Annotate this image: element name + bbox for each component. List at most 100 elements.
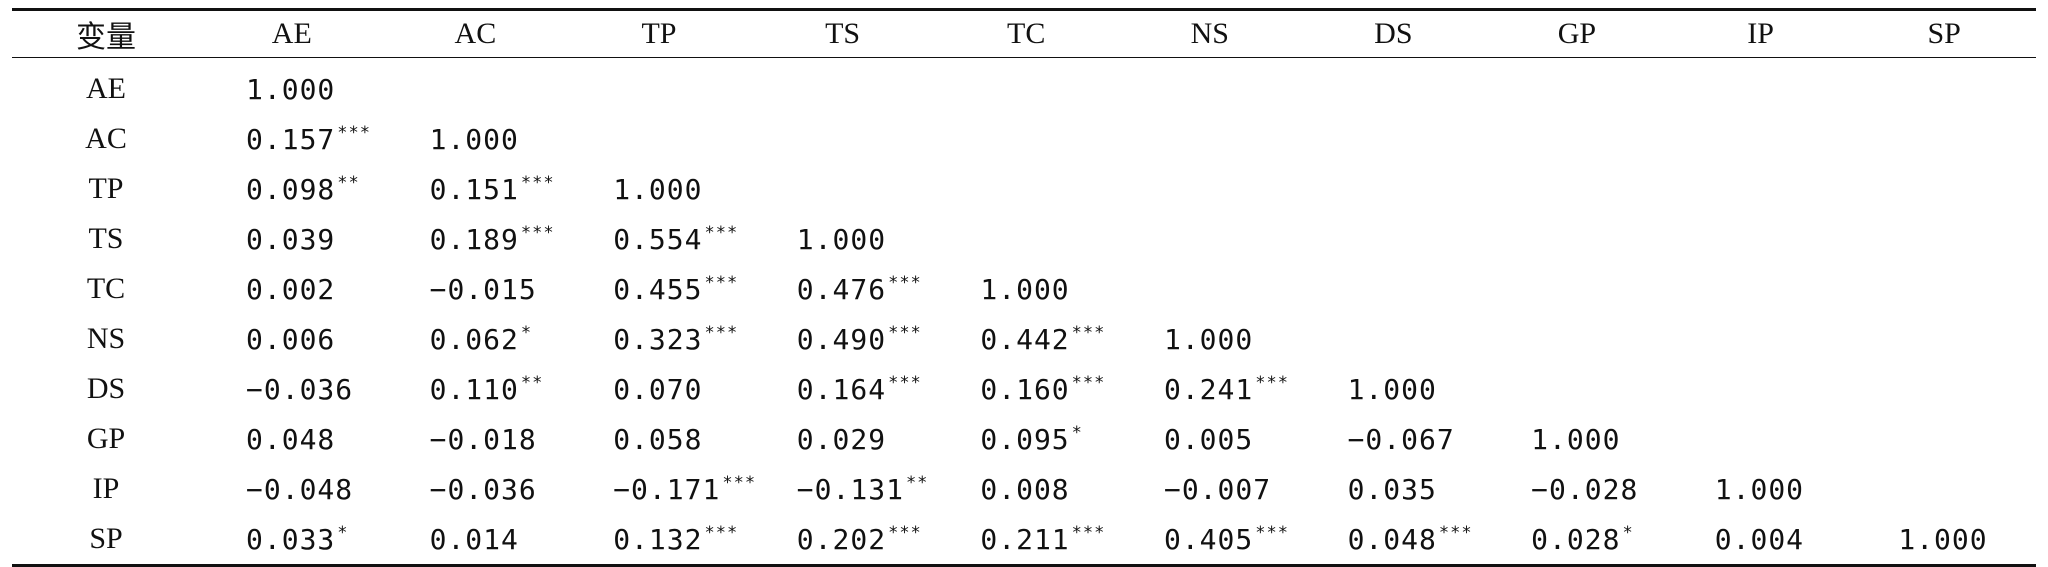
cell-value: 1.000 [1531, 422, 1621, 456]
header-ts: TS [825, 17, 861, 50]
table-cell: 0.241 *** [1118, 364, 1302, 414]
cell-value: −0.171 [613, 472, 721, 506]
cell-value: 0.151 [429, 172, 519, 206]
table-cell: 1.000 [1669, 464, 1853, 514]
table-cell: −0.015 [384, 264, 568, 314]
table-cell: 1.000 [1302, 364, 1486, 414]
table-cell: 0.070 [567, 364, 751, 414]
table-cell [751, 58, 935, 115]
significance-marker: *** [888, 272, 922, 293]
table-cell [1485, 164, 1669, 214]
row-label: TC [86, 272, 126, 305]
table-cell [1485, 264, 1669, 314]
header-variable: 变量 [76, 21, 136, 54]
table-cell [1302, 314, 1486, 364]
cell-value: 1.000 [796, 222, 887, 256]
significance-marker: *** [1071, 522, 1106, 543]
cell-value: 0.189 [429, 222, 519, 256]
table-cell: 0.005 [1118, 414, 1302, 464]
significance-marker: *** [1438, 522, 1473, 543]
table-cell [1485, 214, 1669, 264]
row-label: AE [86, 72, 126, 105]
table-cell: 0.058 [567, 414, 751, 464]
significance-marker: *** [1071, 322, 1106, 343]
table-cell [1485, 364, 1669, 414]
table-cell: −0.048 [200, 464, 384, 514]
cell-value: 0.405 [1163, 522, 1254, 556]
table-cell: 0.554 *** [567, 214, 751, 264]
table-cell: −0.036 [384, 464, 568, 514]
significance-marker: * [337, 522, 349, 543]
cell-value: 0.241 [1163, 372, 1254, 406]
significance-marker: *** [704, 322, 739, 343]
header-ip: IP [1747, 17, 1774, 50]
table-cell: 0.157 *** [200, 114, 384, 164]
table-cell [1118, 264, 1302, 314]
cell-value: 0.058 [613, 422, 703, 456]
cell-value: 0.476 [796, 272, 887, 306]
table-cell [1669, 214, 1853, 264]
significance-marker: *** [888, 372, 922, 393]
table-cell [1118, 214, 1302, 264]
table-cell: 0.004 [1669, 514, 1853, 566]
table-row: AC 0.157 *** 1.000 [12, 114, 2036, 164]
table-cell [1852, 214, 2036, 264]
table-cell [934, 214, 1118, 264]
cell-value: 0.455 [613, 272, 703, 306]
cell-value: 0.157 [246, 122, 336, 156]
table-cell: −0.018 [384, 414, 568, 464]
table-cell [1852, 114, 2036, 164]
cell-value: 1.000 [246, 72, 336, 106]
table-cell: 0.062 * [384, 314, 568, 364]
header-ae: AE [271, 17, 312, 50]
significance-marker: *** [1255, 522, 1289, 543]
table-row: AE 1.000 [12, 58, 2036, 115]
row-label: GP [86, 422, 126, 455]
significance-marker: * [1622, 522, 1634, 543]
table-cell: 0.490 *** [751, 314, 935, 364]
table-cell [1669, 264, 1853, 314]
significance-marker: *** [1255, 372, 1289, 393]
cell-value: 0.008 [980, 472, 1070, 506]
row-label: AC [85, 122, 127, 155]
table-cell: 0.048 *** [1302, 514, 1486, 566]
cell-value: 0.005 [1163, 422, 1254, 456]
table-cell: 1.000 [1118, 314, 1302, 364]
row-label: SP [89, 522, 123, 555]
table-cell [567, 58, 751, 115]
table-cell: 1.000 [751, 214, 935, 264]
cell-value: 0.006 [246, 322, 336, 356]
row-label: TS [88, 222, 124, 255]
cell-value: −0.015 [429, 272, 537, 306]
table-cell [1852, 464, 2036, 514]
cell-value: −0.007 [1163, 472, 1272, 506]
header-sp: SP [1927, 17, 1961, 50]
table-row: TP 0.098 ** 0.151 *** 1.000 [12, 164, 2036, 214]
cell-value: −0.131 [796, 472, 904, 506]
table-cell [1852, 58, 2036, 115]
table-cell: 0.006 [200, 314, 384, 364]
table-row: DS −0.036 0.110 ** 0.070 0.164 *** 0.160 *** 0.24… [12, 364, 2036, 414]
table-cell: −0.007 [1118, 464, 1302, 514]
correlation-table: 变量 AE AC TP TS TC NS DS GP IP SP AE 1.000 AC 0.157 ***… [12, 8, 2036, 567]
table-cell: 0.211 *** [934, 514, 1118, 566]
correlation-table-container: 变量 AE AC TP TS TC NS DS GP IP SP AE 1.000 AC 0.157 ***… [12, 8, 2036, 567]
table-cell: 0.405 *** [1118, 514, 1302, 566]
table-cell: 0.033 * [200, 514, 384, 566]
cell-value: −0.048 [246, 472, 354, 506]
cell-value: 0.164 [796, 372, 887, 406]
table-cell: 0.476 *** [751, 264, 935, 314]
significance-marker: ** [337, 172, 360, 193]
table-cell: 0.035 [1302, 464, 1486, 514]
cell-value: 0.160 [980, 372, 1070, 406]
cell-value: 0.048 [246, 422, 336, 456]
cell-value: 0.202 [796, 522, 887, 556]
cell-value: 0.004 [1714, 522, 1805, 556]
cell-value: 0.110 [429, 372, 519, 406]
cell-value: 1.000 [1163, 322, 1254, 356]
table-cell: 1.000 [200, 58, 384, 115]
table-cell [1302, 114, 1486, 164]
table-cell: 0.323 *** [567, 314, 751, 364]
table-cell: 0.202 *** [751, 514, 935, 566]
cell-value: 0.002 [246, 272, 336, 306]
